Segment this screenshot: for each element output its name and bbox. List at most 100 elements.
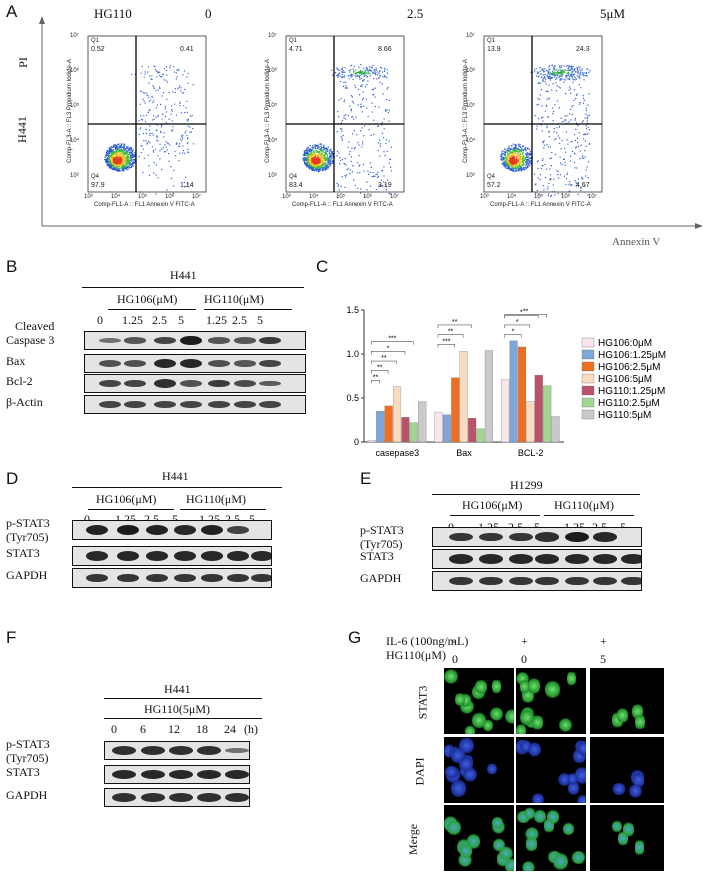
- panelD-band: [174, 525, 196, 535]
- panelB-band: [154, 336, 176, 345]
- panelD-band: [251, 573, 271, 583]
- panel-letter-c: C: [316, 257, 329, 276]
- panelE-band: [593, 554, 617, 564]
- cell: [527, 676, 541, 695]
- panelB-blot-strip: [84, 331, 306, 350]
- panelE-band: [535, 532, 559, 542]
- chart-sig-label: **: [523, 308, 529, 315]
- panel-g-il6-label: IL-6 (100ng/mL): [386, 634, 469, 648]
- panelB-lane-label: 2.5: [152, 313, 167, 327]
- flow-x-tick: 10⁶: [561, 194, 571, 200]
- flow-x-tick: 10³: [282, 194, 291, 200]
- flow-x-tick: 10⁴: [111, 194, 121, 200]
- flow-y-tick: 10⁵: [268, 103, 278, 109]
- panelB-band: [259, 336, 281, 345]
- chart-category-label: Bax: [456, 448, 472, 458]
- chart-bar: [434, 411, 443, 443]
- flow-y-tick: 10³: [466, 173, 475, 179]
- cell: [559, 717, 573, 732]
- micrograph-stat3-2: [590, 668, 664, 734]
- panelF-row-label: STAT3: [6, 765, 40, 779]
- cell: [444, 669, 458, 685]
- panelB-lane-label: 2.5: [232, 313, 247, 327]
- panel-a-x-axis-label: Annexin V: [612, 236, 661, 248]
- panelE-band: [565, 531, 589, 543]
- panelD-blot-strip: [72, 546, 272, 566]
- panelD-band: [201, 551, 223, 561]
- flow-y-tick: 10⁷: [268, 33, 277, 39]
- chart-legend-label: HG110:1.25μM: [598, 386, 665, 397]
- flow-q4-value: 97.9: [91, 182, 105, 189]
- panelB-band: [180, 380, 202, 387]
- cell: [568, 779, 580, 796]
- chart-legend-label: HG106:0μM: [598, 338, 652, 349]
- flow-plot-canvas-2: [483, 35, 603, 197]
- flow-y-tick: 10³: [268, 173, 277, 179]
- chart-bar: [442, 414, 451, 443]
- cell: [523, 806, 536, 821]
- panelE-blot-strip: [432, 527, 642, 547]
- panelB-row-label: Bax: [6, 354, 26, 368]
- panel-f-treatment: HG110(5μM): [144, 702, 210, 716]
- panelD-band: [146, 551, 168, 561]
- chart-sig-label: *: [512, 329, 515, 336]
- panelF-band: [141, 769, 165, 780]
- panelB-blot-strip: [84, 374, 306, 393]
- flow-plot-x-label: Comp-FL1-A :: FL1 Annexin V FITC-A: [490, 202, 591, 208]
- panelD-band: [227, 526, 249, 534]
- panelF-band: [169, 769, 193, 780]
- panel-g-row-label: DAPI: [412, 757, 427, 786]
- cell: [483, 719, 493, 733]
- panelD-band: [117, 551, 139, 561]
- panelE-band: [565, 576, 589, 586]
- cell: [531, 714, 544, 731]
- chart-legend-swatch: [581, 361, 595, 372]
- cell: [491, 816, 504, 831]
- chart-legend-label: HG106:1.25μM: [598, 350, 666, 361]
- cell: [547, 808, 559, 825]
- panelE-band: [535, 576, 559, 586]
- panelE-band: [535, 554, 559, 564]
- flow-x-tick: 10⁷: [192, 194, 201, 200]
- panelF-band: [112, 746, 136, 755]
- panelE-band: [621, 554, 641, 564]
- chart-sig-bracket: [370, 370, 389, 374]
- panelB-band: [208, 379, 230, 388]
- micrograph-dapi-1: [516, 737, 586, 803]
- chart-bar: [517, 346, 527, 443]
- panelF-band: [225, 769, 249, 780]
- cell: [459, 842, 472, 861]
- panelB-band: [234, 360, 256, 367]
- panelD-lane-label: 5: [172, 512, 178, 526]
- panelD-blot-strip: [72, 520, 272, 540]
- panel-g-il6-value: +: [521, 634, 528, 648]
- panelE-band: [621, 576, 641, 586]
- cell: [544, 817, 554, 834]
- panel-letter-e: E: [360, 469, 372, 488]
- panelF-band: [197, 793, 221, 802]
- chart-bar: [392, 386, 402, 443]
- chart-bar: [476, 428, 485, 443]
- flow-x-tick: 10⁴: [309, 194, 319, 200]
- chart-bar: [376, 411, 385, 443]
- chart-bar: [459, 351, 468, 443]
- panelF-lane-label: 18: [196, 722, 208, 736]
- cell: [622, 820, 635, 838]
- cell: [475, 679, 488, 696]
- panel-f-unit: (h): [244, 722, 258, 736]
- micrograph-merge-2: [590, 805, 664, 871]
- micrograph-merge-0: [444, 805, 514, 871]
- panel-letter-b: B: [6, 257, 18, 276]
- panelF-row-label: GAPDH: [6, 788, 48, 802]
- cell: [459, 756, 474, 772]
- cell: [519, 678, 529, 696]
- cell: [577, 740, 586, 756]
- cell: [629, 784, 643, 799]
- panelB-band: [99, 400, 121, 409]
- flow-plot-y-label: Comp-FL3-A :: FL3 Propidium Iodide-A: [66, 59, 73, 163]
- chart-legend-swatch: [581, 409, 595, 420]
- panelE-band: [509, 576, 533, 586]
- flow-x-tick: 10⁵: [336, 194, 346, 200]
- panelF-band: [197, 769, 221, 780]
- flow-x-tick: 10⁶: [363, 194, 373, 200]
